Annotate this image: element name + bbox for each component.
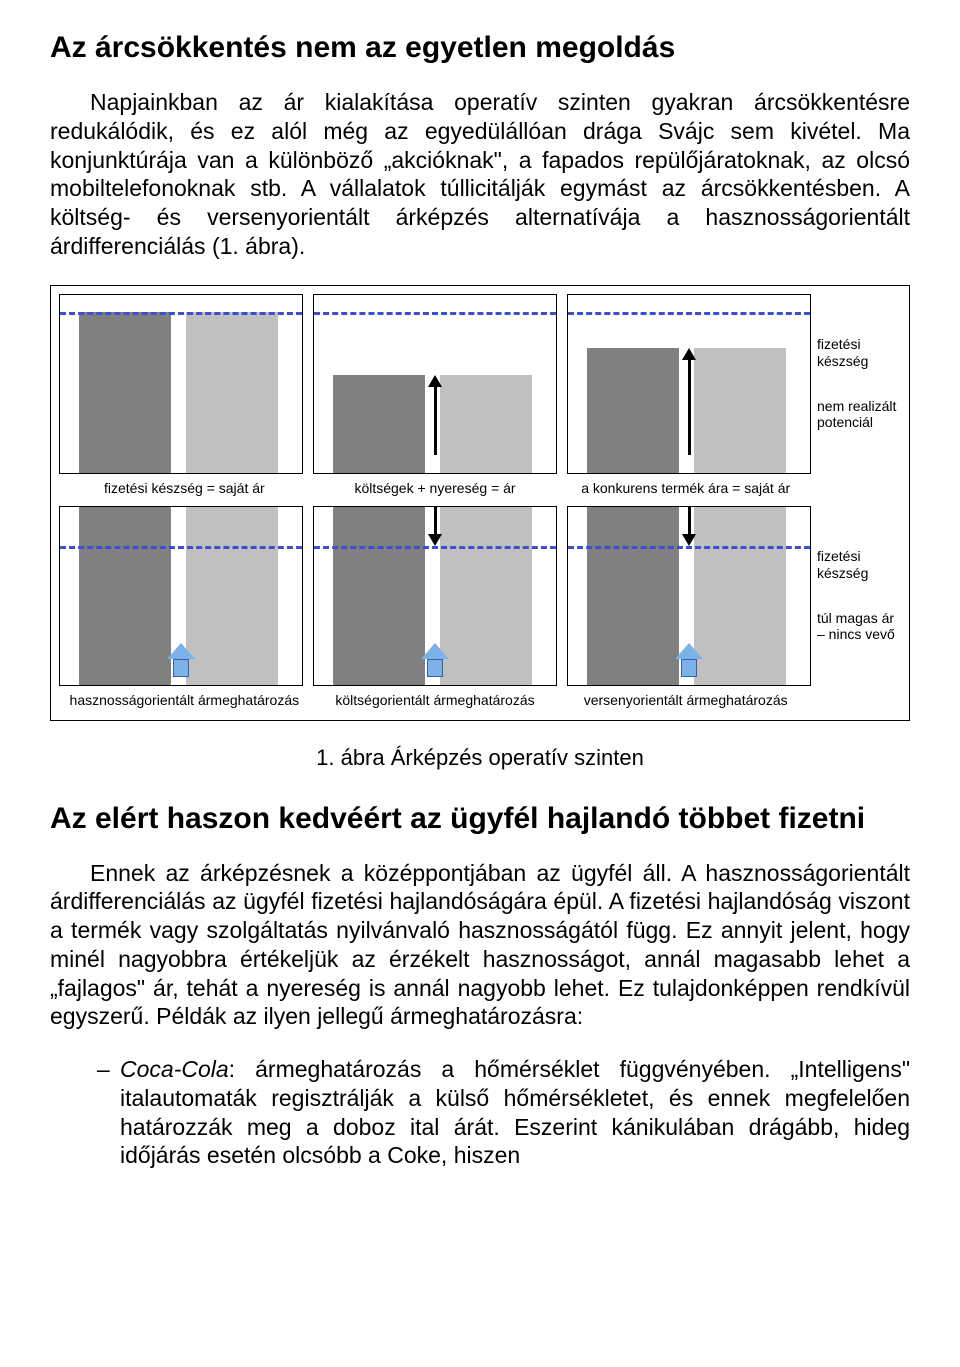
bar — [186, 507, 278, 685]
page: Az árcsökkentés nem az egyetlen megoldás… — [0, 0, 960, 1210]
bar — [587, 348, 679, 473]
figure-caption: 1. ábra Árképzés operatív szinten — [50, 745, 910, 771]
side-label: fizetési készség — [817, 336, 901, 370]
bottom-label-1: hasznosságorientált ármeghatározás — [59, 692, 310, 708]
chart-panel — [567, 506, 811, 686]
heading-2: Az elért haszon kedvéért az ügyfél hajla… — [50, 801, 910, 837]
arrow-down-icon — [682, 507, 696, 546]
reference-line — [60, 312, 302, 315]
bar — [333, 507, 425, 685]
reference-line — [314, 312, 556, 315]
bar — [186, 312, 278, 472]
bullet-1-lead: Coca-Cola — [120, 1056, 229, 1082]
figure-bottom-labels: hasznosságorientált ármeghatározás költs… — [59, 692, 901, 708]
bullet-1: Coca-Cola: ármeghatározás a hőmérséklet … — [116, 1055, 910, 1170]
reference-line — [60, 546, 302, 549]
bar — [694, 507, 786, 685]
bullet-list: Coca-Cola: ármeghatározás a hőmérséklet … — [90, 1055, 910, 1170]
bottom-label-3: versenyorientált ármeghatározás — [560, 692, 811, 708]
bar — [694, 348, 786, 473]
mid-label-1: fizetési készség = saját ár — [59, 480, 310, 496]
figure-top-row: fizetési készség nem realizált potenciál — [59, 294, 901, 474]
bar — [587, 507, 679, 685]
heading-1: Az árcsökkentés nem az egyetlen megoldás — [50, 30, 910, 66]
arrow-up-icon — [428, 375, 442, 455]
mid-label-3: a konkurens termék ára = saját ár — [560, 480, 811, 496]
arrow-up-icon — [682, 348, 696, 455]
paragraph-1: Napjainkban az ár kialakítása operatív s… — [50, 88, 910, 261]
bottom-label-2: költségorientált ármeghatározás — [310, 692, 561, 708]
chart-panel — [313, 294, 557, 474]
figure-1: fizetési készségnem realizált potenciál … — [50, 285, 910, 721]
chart-panel — [59, 294, 303, 474]
side-label: fizetési készség — [817, 548, 901, 582]
paragraph-2: Ennek az árképzésnek a középpontjában az… — [50, 859, 910, 1032]
bar — [333, 375, 425, 473]
mid-label-2: költségek + nyereség = ár — [310, 480, 561, 496]
chart-panel — [59, 506, 303, 686]
block-arrow-up-icon — [167, 643, 195, 679]
reference-line — [568, 312, 810, 315]
figure-mid-labels: fizetési készség = saját ár költségek + … — [59, 480, 901, 496]
reference-line — [314, 546, 556, 549]
chart-panel — [313, 506, 557, 686]
block-arrow-up-icon — [675, 643, 703, 679]
block-arrow-up-icon — [421, 643, 449, 679]
figure-bottom-row: fizetési készség túl magas ár – nincs vev… — [59, 506, 901, 686]
side-label: nem realizált potenciál — [817, 398, 901, 432]
bar — [440, 507, 532, 685]
chart-panel — [567, 294, 811, 474]
bar — [440, 375, 532, 473]
arrow-down-icon — [428, 507, 442, 546]
reference-line — [568, 546, 810, 549]
bullet-1-rest: : ármeghatározás a hőmérséklet függvényé… — [120, 1056, 910, 1168]
side-label: túl magas ár – nincs vevő — [817, 610, 901, 644]
bar — [79, 312, 171, 472]
bar — [79, 507, 171, 685]
